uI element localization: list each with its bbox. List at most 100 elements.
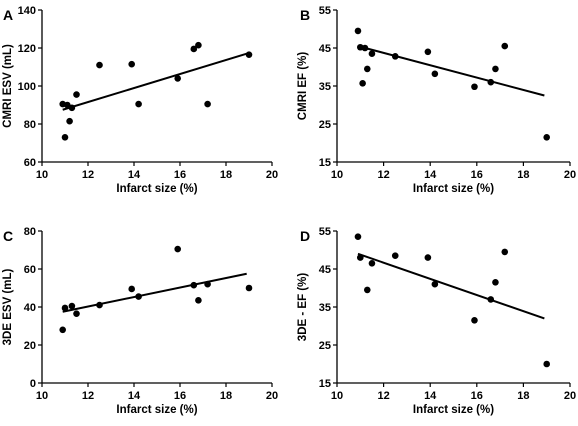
x-tick-label: 20	[564, 390, 576, 402]
x-tick-label: 12	[377, 390, 389, 402]
data-point	[492, 65, 499, 73]
data-point	[543, 360, 550, 368]
y-tick-label: 55	[319, 5, 331, 17]
y-tick-label: 0	[30, 378, 36, 390]
data-point	[96, 301, 103, 309]
y-tick-label: 60	[24, 157, 36, 169]
x-tick-label: 12	[82, 390, 94, 402]
panel-a: A 60 80 100 120 140 10 12 14 16 18 20 Infarct size (…	[2, 5, 278, 195]
data-point	[354, 233, 362, 240]
panel-d: D 15 25 35 45 55 10 12 14 16 18 20 Infarct size (%) 3…	[297, 226, 576, 416]
data-point	[135, 293, 142, 300]
y-tick-label: 25	[319, 119, 331, 131]
data-point	[68, 104, 76, 112]
data-point	[471, 83, 478, 91]
data-point	[487, 78, 495, 86]
panel-letter: B	[300, 7, 310, 23]
data-point	[245, 51, 253, 58]
x-tick-label: 16	[471, 390, 483, 402]
x-tick-label: 10	[331, 390, 343, 402]
data-point	[354, 27, 362, 35]
x-axis-label: Infarct size (%)	[116, 183, 197, 195]
data-point	[195, 41, 202, 49]
data-point	[68, 302, 76, 310]
data-point	[96, 61, 103, 69]
data-point	[543, 134, 550, 141]
y-tick-label: 40	[24, 302, 36, 314]
x-tick-label: 14	[128, 169, 141, 181]
data-point	[190, 281, 198, 289]
x-tick-label: 18	[517, 390, 529, 402]
y-tick-label: 80	[24, 226, 36, 238]
data-point	[359, 80, 366, 87]
data-point	[361, 44, 369, 52]
data-point	[204, 100, 211, 108]
y-tick-label: 15	[319, 157, 331, 169]
data-point	[501, 42, 509, 50]
data-point	[135, 100, 142, 108]
data-point	[190, 45, 198, 53]
y-tick-label: 15	[319, 378, 331, 390]
x-tick-label: 18	[220, 390, 232, 402]
y-tick-label: 80	[24, 119, 36, 131]
panel-letter: A	[3, 7, 13, 23]
data-point	[204, 280, 211, 288]
y-tick-label: 45	[319, 43, 331, 55]
x-tick-label: 14	[424, 169, 437, 181]
x-tick-label: 12	[377, 169, 389, 181]
data-point	[174, 245, 181, 253]
x-tick-label: 10	[331, 169, 343, 181]
y-tick-label: 20	[24, 340, 36, 352]
panel-c: C 0 20 40 60 80 10 12 14 16 18 20 Infarct size (%) 3D…	[2, 226, 278, 416]
y-tick-label: 55	[319, 226, 331, 238]
x-tick-label: 16	[174, 390, 186, 402]
x-tick-label: 16	[174, 169, 186, 181]
data-point	[391, 252, 399, 259]
data-point	[431, 70, 439, 78]
data-point	[363, 65, 371, 73]
data-point	[61, 134, 69, 141]
y-tick-label: 100	[18, 81, 36, 93]
data-point	[73, 91, 80, 98]
x-tick-label: 18	[220, 169, 232, 181]
data-point	[73, 310, 80, 317]
x-tick-label: 12	[82, 169, 94, 181]
regression-line	[62, 52, 247, 111]
panel-letter: D	[300, 228, 310, 244]
x-tick-label: 20	[564, 169, 576, 181]
x-tick-label: 10	[36, 169, 48, 181]
regression-line	[62, 272, 247, 313]
x-tick-label: 16	[471, 169, 483, 181]
data-point	[431, 280, 439, 288]
data-point	[174, 75, 181, 82]
x-tick-label: 20	[266, 169, 278, 181]
panel-b: B 15 25 35 45 55 10 12 14 16 18 20 Infarct size (%) C…	[297, 5, 576, 195]
data-point	[195, 297, 202, 304]
data-point	[424, 48, 432, 56]
data-point	[66, 117, 73, 125]
y-tick-label: 45	[319, 264, 331, 276]
x-tick-label: 18	[517, 169, 529, 181]
data-point	[471, 317, 478, 324]
data-point	[61, 304, 69, 312]
panel-letter: C	[3, 228, 13, 244]
data-point	[128, 285, 135, 293]
x-tick-label: 14	[424, 390, 437, 402]
y-tick-label: 140	[18, 5, 36, 17]
data-point	[368, 260, 376, 267]
data-point	[59, 326, 66, 334]
data-point	[128, 60, 135, 68]
data-point	[357, 254, 364, 261]
data-point	[368, 50, 376, 57]
x-axis-label: Infarct size (%)	[116, 404, 197, 416]
y-axis-label: 3DE ESV (mL)	[2, 268, 14, 345]
y-axis-label: CMRI ESV (mL)	[2, 44, 14, 128]
x-axis-label: Infarct size (%)	[413, 404, 494, 416]
x-tick-label: 20	[266, 390, 278, 402]
y-tick-label: 35	[319, 302, 331, 314]
y-tick-label: 60	[24, 264, 36, 276]
regression-line	[357, 252, 545, 320]
data-point	[492, 279, 499, 286]
data-point	[363, 286, 371, 294]
